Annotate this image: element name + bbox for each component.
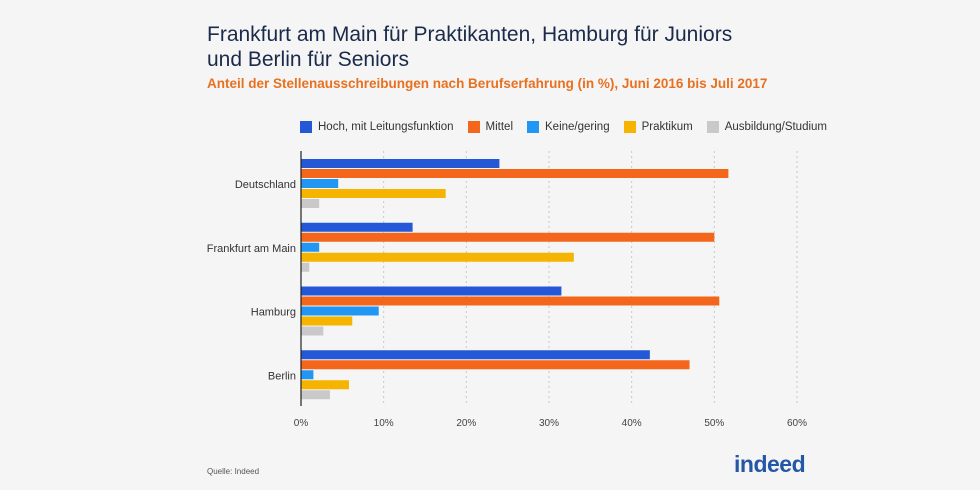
bar	[301, 232, 715, 242]
legend-item: Praktikum	[623, 121, 693, 133]
legend-label: Mittel	[485, 121, 514, 133]
legend-label: Praktikum	[641, 121, 693, 133]
x-tick-label: 30%	[539, 418, 559, 429]
legend-item: Ausbildung/Studium	[706, 121, 828, 133]
bar	[301, 370, 314, 380]
legend: Hoch, mit Leitungsfunktion Mittel Keine/ge…	[300, 120, 841, 134]
bar	[301, 390, 330, 400]
bar	[301, 169, 729, 178]
bar	[301, 189, 446, 198]
legend-swatch	[706, 121, 719, 133]
legend-label: Hoch, mit Leitungsfunktion	[318, 121, 454, 133]
legend-item: Mittel	[467, 121, 514, 133]
category-label: Frankfurt am Main	[207, 243, 296, 255]
bar	[301, 159, 500, 168]
bar	[301, 316, 353, 326]
chart-subtitle: Anteil der Stellenausschreibungen nach B…	[207, 76, 768, 91]
x-tick-label: 20%	[456, 418, 476, 429]
bar	[301, 199, 320, 208]
legend-item: Keine/gering	[527, 121, 610, 133]
indeed-logo[interactable]: indeed	[734, 451, 806, 477]
bar	[301, 380, 349, 390]
chart-title: Frankfurt am Main für Praktikanten, Hamb…	[207, 23, 733, 71]
x-tick-label: 60%	[787, 418, 807, 429]
legend-swatch	[467, 121, 480, 133]
source-note: Quelle: Indeed	[207, 467, 260, 476]
x-tick-label: 40%	[622, 418, 642, 429]
legend-swatch	[527, 121, 540, 133]
category-label: Deutschland	[235, 179, 296, 191]
bar	[301, 262, 310, 272]
bar	[301, 222, 413, 232]
category-label: Berlin	[268, 370, 296, 382]
legend-label: Keine/gering	[545, 121, 610, 133]
bar	[301, 326, 324, 336]
bar	[301, 360, 690, 370]
bar	[301, 306, 379, 316]
bar	[301, 286, 562, 296]
legend-swatch	[300, 121, 312, 133]
bar	[301, 296, 720, 306]
bar	[301, 252, 574, 262]
legend-item: Hoch, mit Leitungsfunktion	[300, 121, 454, 133]
legend-swatch	[623, 121, 636, 133]
x-tick-label: 50%	[704, 418, 724, 429]
category-label: Hamburg	[251, 307, 296, 319]
x-tick-label: 0%	[294, 418, 309, 429]
bar	[301, 179, 339, 188]
bar	[301, 350, 650, 360]
bar	[301, 242, 320, 252]
legend-label: Ausbildung/Studium	[724, 121, 828, 133]
x-tick-label: 10%	[374, 418, 394, 429]
